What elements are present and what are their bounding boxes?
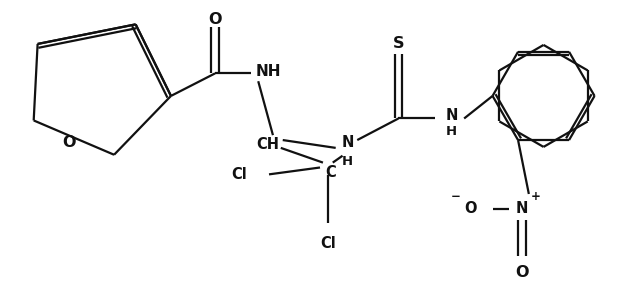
Text: N: N (445, 108, 458, 123)
Text: O: O (209, 12, 222, 27)
Text: O: O (464, 201, 476, 216)
Text: O: O (62, 135, 76, 150)
Text: +: + (531, 190, 541, 203)
Text: O: O (515, 265, 529, 280)
Text: H: H (342, 155, 353, 168)
Text: −: − (451, 190, 460, 203)
Text: Cl: Cl (320, 235, 336, 251)
Text: NH: NH (255, 64, 281, 79)
Text: N: N (341, 135, 354, 150)
Text: S: S (393, 36, 404, 52)
Text: N: N (516, 201, 528, 216)
Text: H: H (446, 125, 457, 138)
Text: C: C (325, 165, 336, 180)
Text: CH: CH (257, 137, 280, 152)
Text: Cl: Cl (232, 167, 248, 182)
